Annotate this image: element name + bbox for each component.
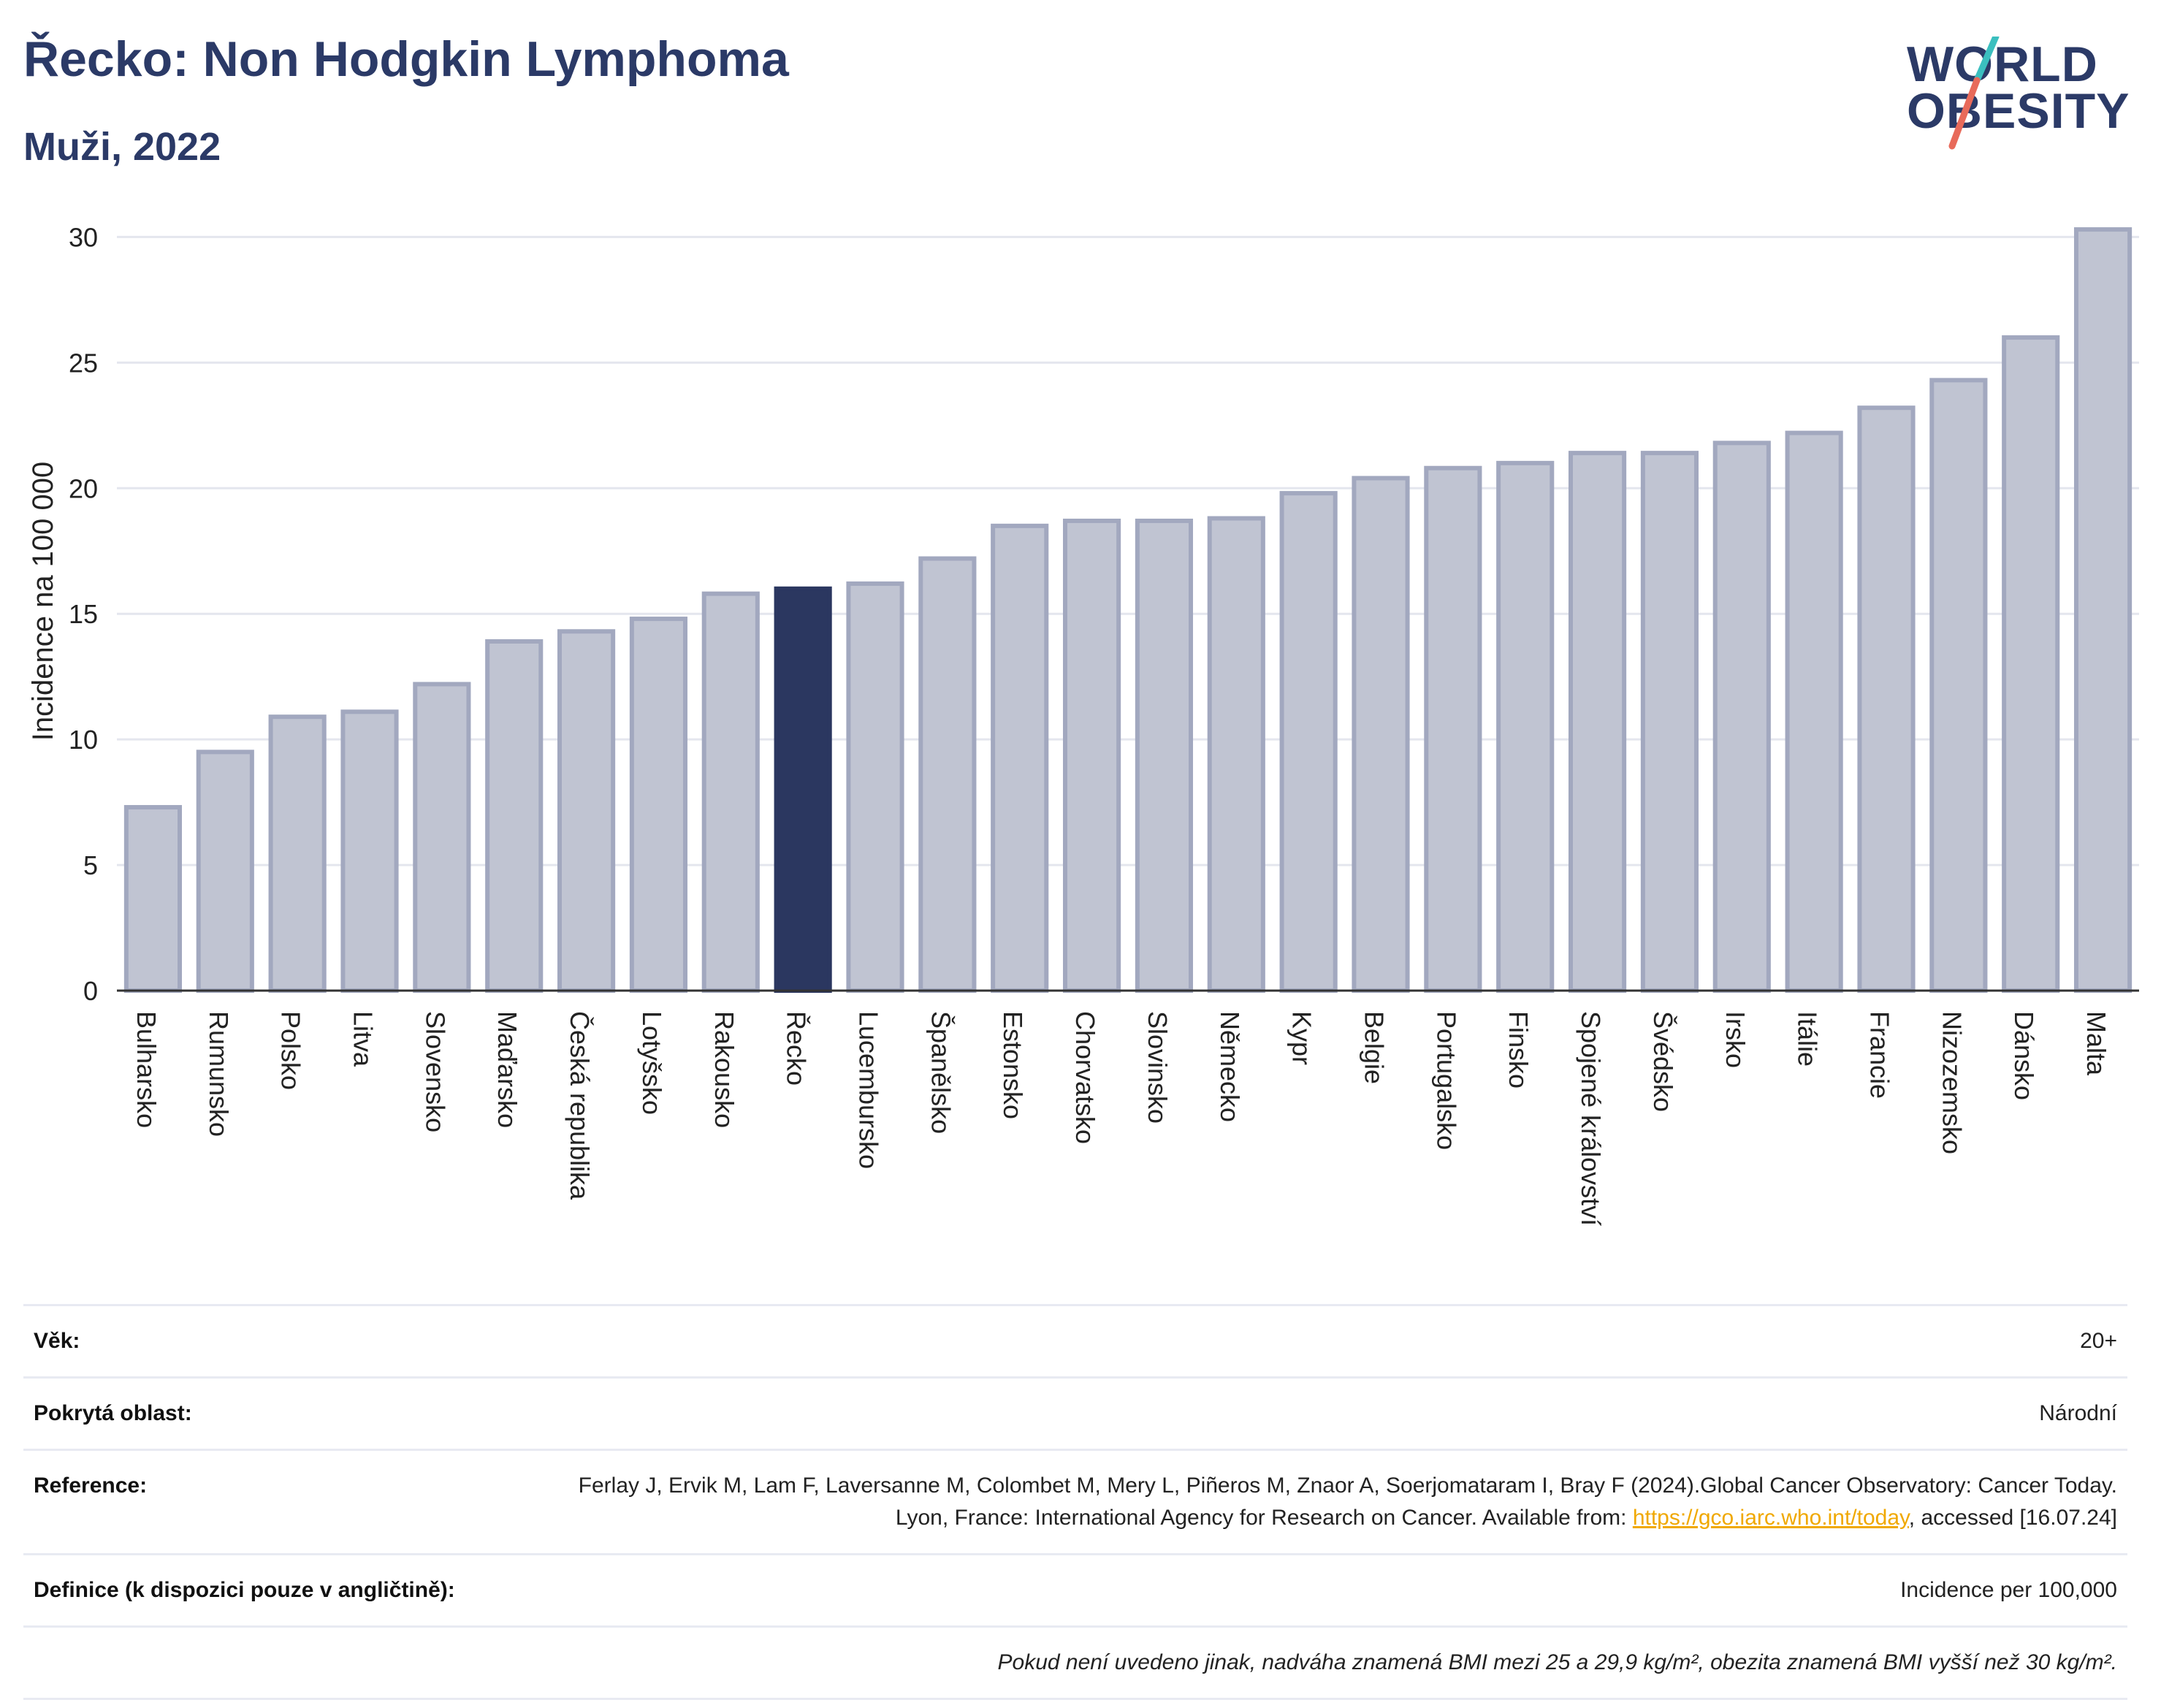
bar-26: [2002, 335, 2060, 993]
logo-line-1: WORLD: [1907, 37, 2098, 92]
x-tick-label: Spojené království: [1576, 1011, 1606, 1226]
bar-7: [629, 617, 688, 994]
bar-27: [2073, 227, 2133, 994]
bars: [123, 227, 2133, 994]
x-tick-label: Maďarsko: [492, 1011, 522, 1128]
bar-24: [1857, 405, 1916, 993]
world-obesity-logo: WORLD OBESITY: [1907, 37, 2141, 161]
x-axis-labels: Bulharsko Rumunsko Polsko Litva Slovensko Maď…: [132, 1011, 2111, 1226]
bar-13: [1062, 518, 1121, 993]
bar-23: [1785, 430, 1843, 993]
bar-5: [485, 639, 544, 993]
logo-line-2: OBESITY: [1907, 83, 2130, 139]
info-value-coverage: Národní: [2039, 1401, 2117, 1425]
info-label-age: Věk:: [34, 1329, 80, 1353]
y-tick-label: 5: [83, 850, 98, 880]
info-row-age: Věk: 20+: [23, 1306, 2127, 1379]
page-title: Řecko: Non Hodgkin Lymphoma: [23, 31, 789, 87]
x-tick-label: Finsko: [1503, 1011, 1533, 1089]
bar-14: [1135, 518, 1194, 993]
bar-15: [1207, 516, 1265, 993]
x-tick-label: Dánsko: [2009, 1011, 2039, 1100]
bar-10: [846, 581, 904, 993]
bar-4: [413, 682, 471, 993]
x-tick-label: Rakousko: [709, 1011, 739, 1128]
bar-6: [557, 629, 616, 993]
bar-20: [1568, 451, 1627, 993]
y-tick-label: 25: [69, 348, 98, 378]
x-tick-label: Portugalsko: [1431, 1011, 1461, 1150]
x-tick-label: Kypr: [1287, 1011, 1317, 1065]
bmi-note: Pokud není uvedeno jinak, nadváha znamen…: [997, 1650, 2118, 1674]
info-value-definition: Incidence per 100,000: [1900, 1578, 2117, 1602]
x-tick-label: Itálie: [1793, 1011, 1823, 1067]
y-axis-ticks: 0 5 10 15 20 25 30: [69, 222, 98, 1006]
bar-22: [1712, 441, 1771, 994]
x-tick-label: Estonsko: [998, 1011, 1028, 1119]
info-label-definition: Definice (k dispozici pouze v angličtině…: [34, 1578, 455, 1602]
x-tick-label: Nizozemsko: [1937, 1011, 1967, 1154]
x-tick-label: Francie: [1864, 1011, 1894, 1099]
reference-link[interactable]: https://gco.iarc.who.int/today: [1632, 1506, 1909, 1530]
x-tick-label: Malta: [2081, 1011, 2111, 1076]
y-tick-label: 15: [69, 599, 98, 629]
reference-accessed: , accessed [16.07.24]: [1908, 1506, 2117, 1530]
bar-21: [1640, 451, 1699, 993]
bar-0: [123, 804, 183, 993]
x-tick-label: Lotyšsko: [637, 1011, 667, 1115]
info-row-reference: Reference: Ferlay J, Ervik M, Lam F, Lav…: [23, 1451, 2127, 1555]
x-tick-label: Německo: [1215, 1011, 1245, 1122]
x-tick-label: Česká republika: [565, 1011, 595, 1200]
y-axis-title: Incidence na 100 000: [27, 462, 59, 741]
info-row-definition: Definice (k dispozici pouze v angličtině…: [23, 1555, 2127, 1628]
reference-text: Ferlay J, Ervik M, Lam F, Laversanne M, …: [578, 1473, 2117, 1530]
bar-25: [1929, 378, 1988, 993]
x-tick-label: Belgie: [1359, 1011, 1389, 1084]
x-tick-label: Rumunsko: [204, 1011, 234, 1137]
x-tick-label: Španělsko: [926, 1011, 956, 1134]
x-tick-label: Slovinsko: [1143, 1011, 1173, 1124]
bar-17: [1352, 476, 1410, 993]
info-value-age: 20+: [2080, 1329, 2117, 1353]
info-table: Věk: 20+ Pokrytá oblast: Národní Referen…: [23, 1304, 2127, 1700]
y-tick-label: 20: [69, 473, 98, 503]
x-tick-label: Lucembursko: [853, 1011, 883, 1169]
info-value-reference: Ferlay J, Ervik M, Lam F, Laversanne M, …: [546, 1470, 2117, 1534]
bar-16: [1279, 491, 1338, 993]
bar-11: [918, 556, 977, 993]
y-tick-label: 30: [69, 222, 98, 252]
y-tick-label: 0: [83, 976, 98, 1006]
x-tick-label: Řecko: [782, 1011, 812, 1086]
info-row-note: Pokud není uvedeno jinak, nadváha znamen…: [23, 1628, 2127, 1700]
page-subtitle: Muži, 2022: [23, 125, 221, 169]
x-tick-label: Irsko: [1720, 1011, 1750, 1068]
x-tick-label: Chorvatsko: [1070, 1011, 1100, 1144]
x-tick-label: Švédsko: [1648, 1011, 1678, 1112]
bar-1: [196, 750, 254, 993]
x-tick-label: Polsko: [276, 1011, 306, 1090]
bar-12: [991, 523, 1049, 994]
logo-slash-icon: [1948, 37, 2000, 150]
x-tick-label: Litva: [348, 1011, 378, 1067]
y-tick-label: 10: [69, 725, 98, 755]
info-label-reference: Reference:: [34, 1473, 148, 1498]
x-tick-label: Bulharsko: [132, 1011, 161, 1128]
bar-9: [774, 586, 832, 993]
bar-3: [340, 709, 399, 993]
bar-chart: 0 5 10 15 20 25 30 Bulharsko Rumunsko Polsko Litv…: [27, 222, 2139, 1226]
info-row-coverage: Pokrytá oblast: Národní: [23, 1379, 2127, 1451]
bar-19: [1496, 460, 1555, 993]
info-label-coverage: Pokrytá oblast:: [34, 1401, 192, 1425]
bar-8: [701, 591, 760, 993]
bar-18: [1424, 465, 1482, 993]
x-tick-label: Slovensko: [420, 1011, 450, 1132]
bar-2: [268, 714, 327, 994]
